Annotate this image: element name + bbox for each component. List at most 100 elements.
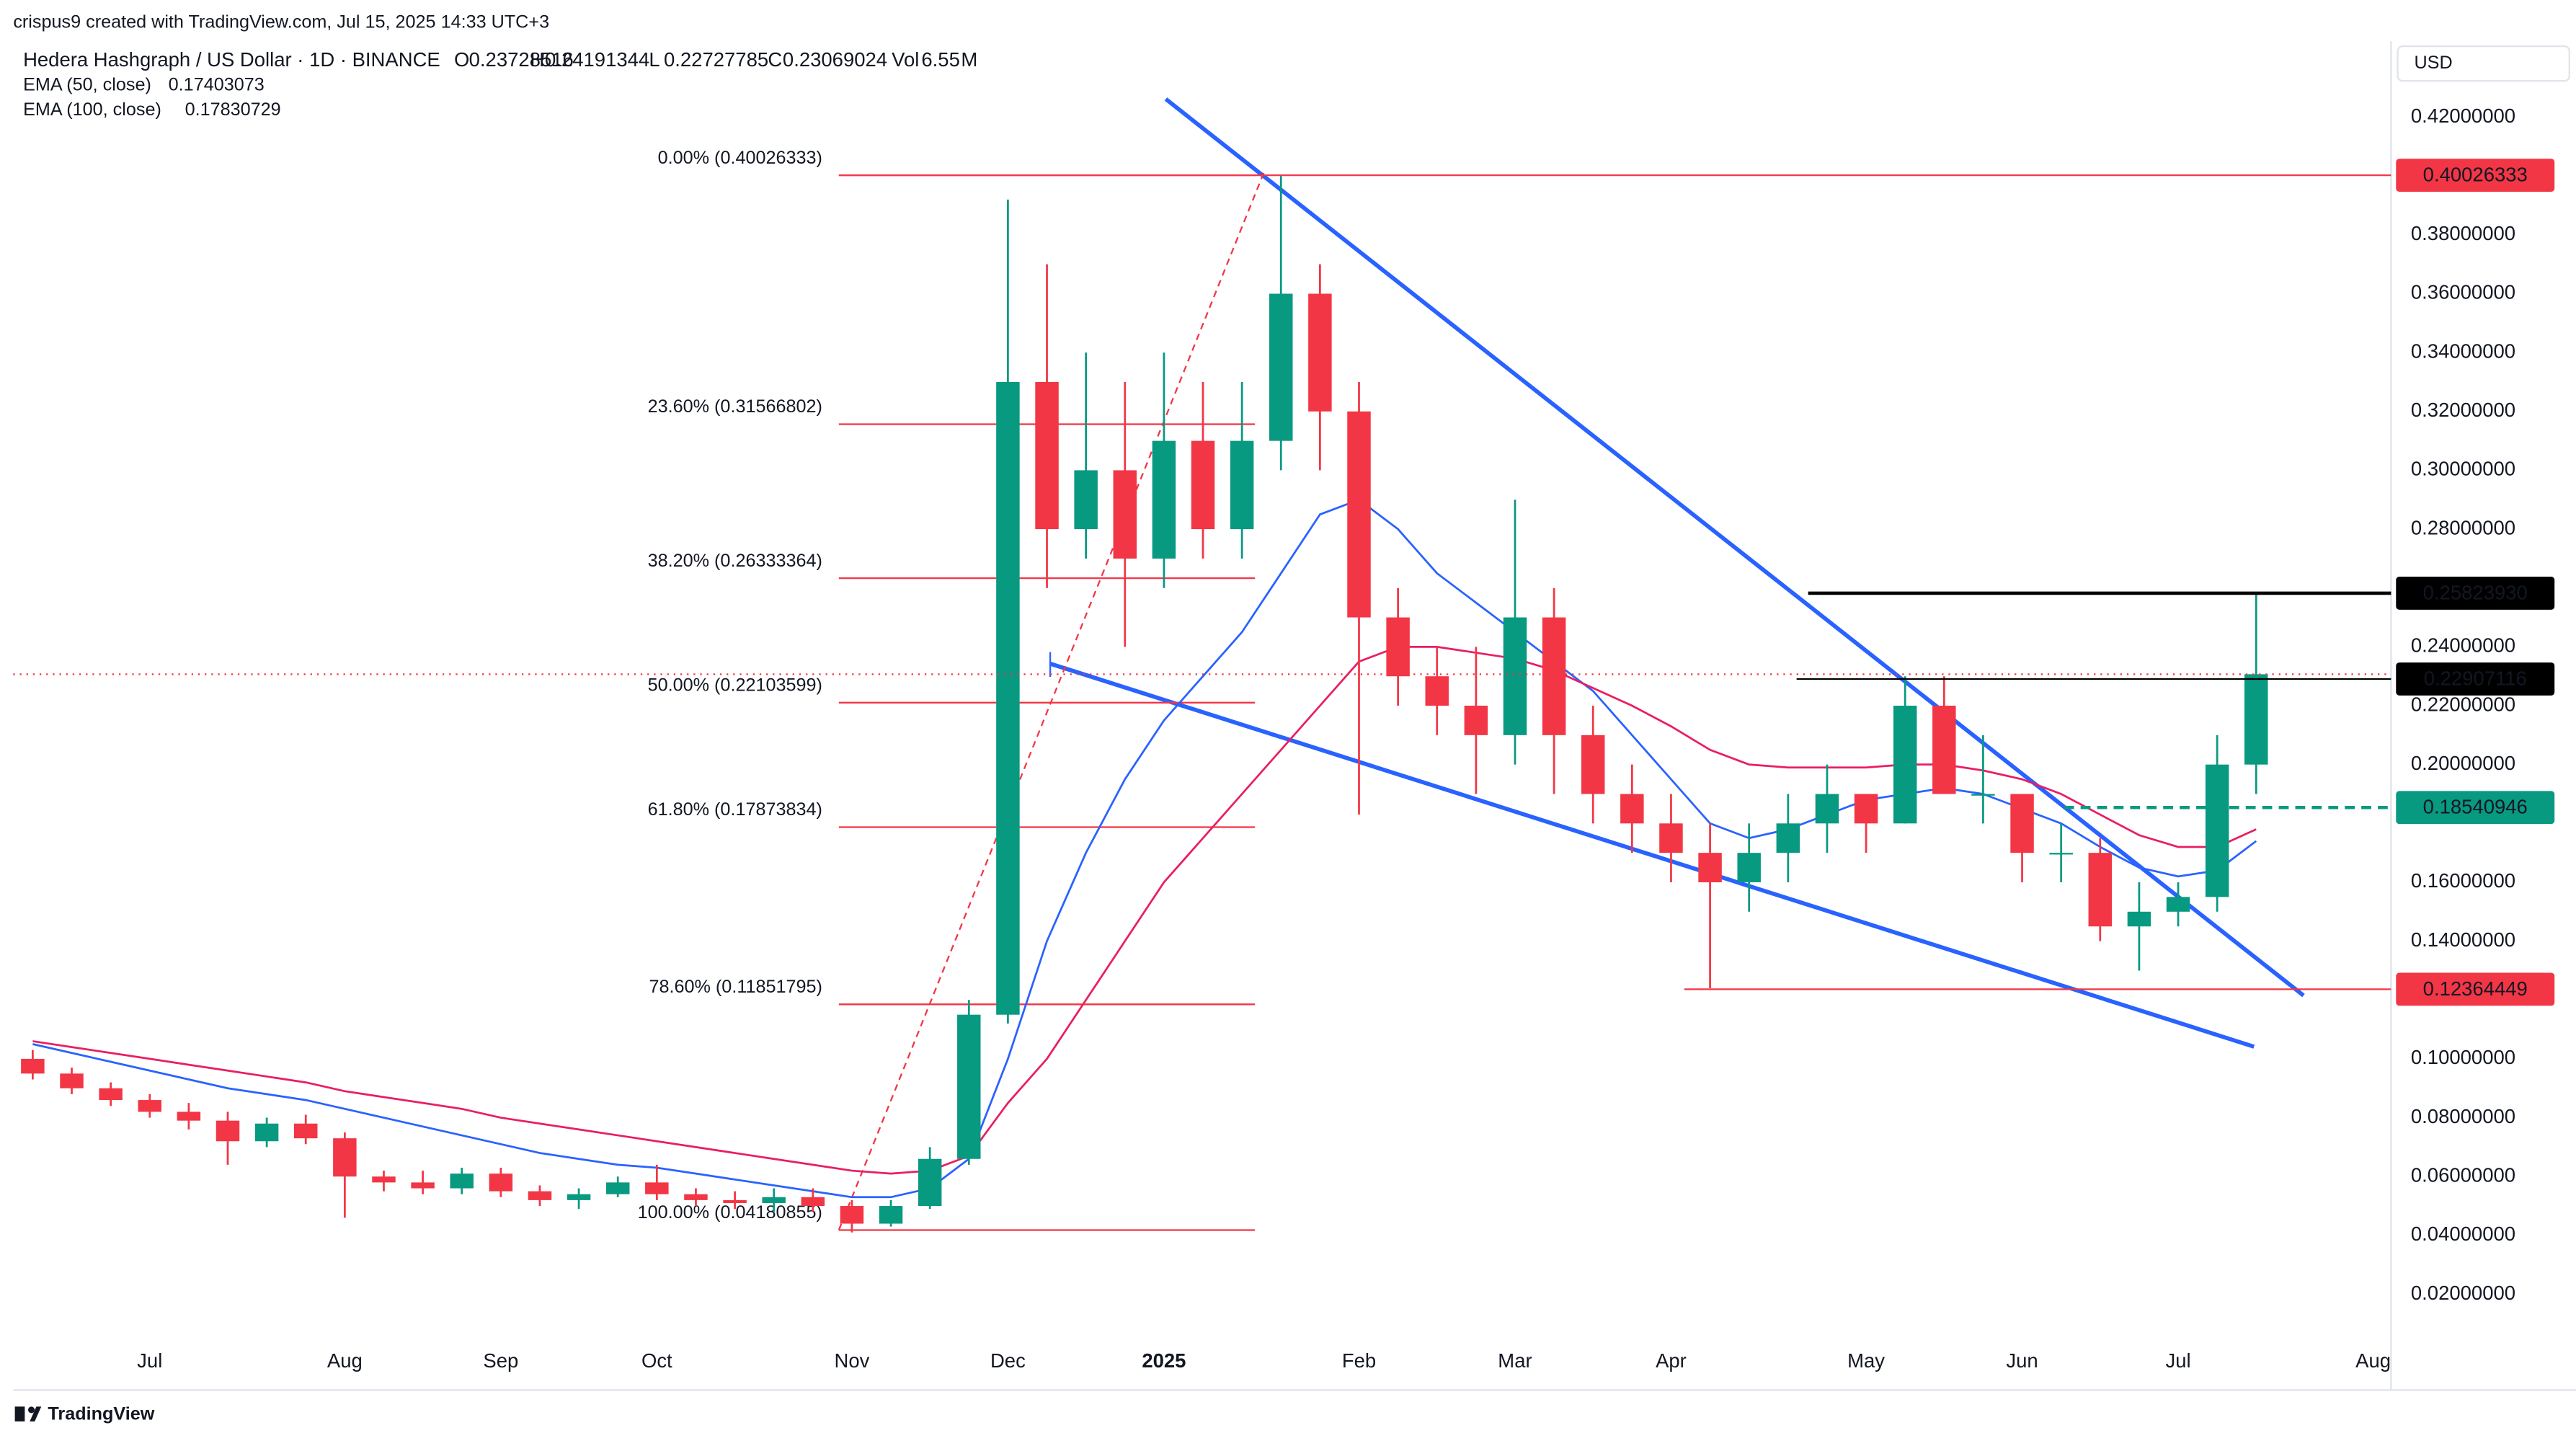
candle-body	[1269, 293, 1293, 441]
candle-body	[138, 1100, 161, 1112]
y-tick-label: 0.36000000	[2411, 281, 2515, 303]
candle-body	[1737, 853, 1761, 882]
level-label: 0.40026333	[2423, 164, 2528, 186]
candle-body	[2010, 794, 2034, 853]
level-badge	[2396, 972, 2555, 1006]
ohlc-value: 0.23069024	[783, 48, 887, 71]
candle-body	[1620, 794, 1644, 824]
candle-body	[1932, 706, 1956, 794]
y-tick-label: 0.42000000	[2411, 105, 2515, 127]
volume-value: 6.55	[921, 48, 959, 71]
candle-body	[1659, 823, 1683, 853]
candle-body	[2049, 853, 2073, 855]
candle-body	[2127, 911, 2151, 927]
candle-body	[254, 1123, 279, 1142]
level-badge	[2396, 577, 2555, 610]
level-label: 0.22907116	[2424, 667, 2527, 689]
candle-body	[1308, 293, 1332, 412]
candle-body	[333, 1138, 357, 1177]
ohlc-value: 0.24191344	[545, 48, 649, 71]
candle-body	[450, 1174, 474, 1189]
x-tick-label: 2025	[1142, 1349, 1186, 1372]
candle-body	[21, 1058, 45, 1074]
watermark: TradingView	[48, 1403, 154, 1424]
legend-value: 0.17403073	[169, 75, 265, 95]
candle-body	[411, 1182, 435, 1189]
x-tick-label: Feb	[1342, 1349, 1376, 1372]
x-tick-label: Jun	[2006, 1349, 2038, 1372]
y-tick-label: 0.24000000	[2411, 634, 2515, 657]
y-tick-label: 0.16000000	[2411, 869, 2515, 892]
legend-name: EMA (50, close)	[23, 75, 151, 95]
level-label: 0.18540946	[2423, 796, 2528, 818]
candle-body	[605, 1182, 630, 1194]
candle-body	[1854, 794, 1878, 824]
level-label: 0.25823930	[2423, 581, 2528, 603]
candle-body	[996, 381, 1020, 1015]
ema-line	[32, 498, 2257, 1199]
y-tick-label: 0.06000000	[2411, 1163, 2515, 1186]
level-badge	[2396, 662, 2555, 696]
currency[interactable]: USD	[2414, 53, 2452, 73]
x-tick-label: Jul	[2165, 1349, 2190, 1372]
candle-body	[1542, 617, 1566, 735]
candle-body	[840, 1206, 864, 1224]
candle-body	[1035, 381, 1059, 530]
x-tick-label: Nov	[834, 1349, 869, 1372]
watermark-logo	[14, 1406, 42, 1421]
ohlc-label: C	[768, 48, 782, 71]
fib-label: 78.60% (0.11851795)	[649, 977, 822, 997]
legend-value: 0.17830729	[185, 99, 281, 120]
candle-body	[684, 1194, 708, 1200]
credit: crispus9 created with TradingView.com, J…	[13, 12, 549, 32]
y-tick-label: 0.02000000	[2411, 1282, 2515, 1304]
candle-body	[489, 1174, 513, 1192]
volume-label: Vol	[892, 48, 919, 71]
level-badge	[2396, 159, 2555, 192]
ohlc-label: H	[530, 48, 544, 71]
x-tick-label: Aug	[327, 1349, 363, 1372]
x-tick-label: Aug	[2355, 1349, 2391, 1372]
trend-line-upper	[1164, 97, 2305, 998]
chart-title: Hedera Hashgraph / US Dollar · 1D · BINA…	[23, 48, 440, 71]
candle-body	[2166, 897, 2190, 912]
fib-label: 100.00% (0.04180855)	[638, 1202, 822, 1223]
trend-line-lower	[1049, 661, 2255, 1049]
volume-unit: M	[961, 48, 977, 71]
fib-label: 38.20% (0.26333364)	[648, 551, 822, 571]
candle-body	[918, 1158, 942, 1207]
candle-body	[1698, 853, 1722, 882]
fib-label: 0.00% (0.40026333)	[658, 148, 822, 168]
x-tick-label: Jul	[137, 1349, 162, 1372]
candle-body	[567, 1194, 591, 1200]
logo-part	[30, 1406, 42, 1421]
fib-label: 50.00% (0.22103599)	[648, 675, 822, 696]
y-tick-label: 0.14000000	[2411, 928, 2515, 951]
candle-body	[293, 1123, 318, 1139]
candle-body	[1386, 617, 1410, 677]
ema-line	[32, 645, 2257, 1175]
candle-body	[879, 1206, 903, 1224]
x-tick-label: Oct	[641, 1349, 672, 1372]
candle-body	[1230, 440, 1254, 530]
candle-body	[723, 1199, 747, 1203]
y-tick-label: 0.22000000	[2411, 693, 2515, 715]
candle-body	[1113, 470, 1137, 559]
x-tick-label: Sep	[483, 1349, 518, 1372]
fib-trend	[838, 169, 1266, 1230]
ohlc-label: L	[649, 48, 659, 71]
candle-body	[2088, 853, 2113, 927]
candle-body	[528, 1191, 552, 1200]
currency-box[interactable]	[2397, 45, 2570, 82]
level-badge	[2396, 791, 2555, 825]
x-tick-label: Apr	[1656, 1349, 1687, 1372]
y-tick-label: 0.38000000	[2411, 222, 2515, 244]
logo-part	[14, 1406, 25, 1421]
x-tick-label: Mar	[1498, 1349, 1532, 1372]
candle-body	[1893, 706, 1917, 824]
candle-body	[1776, 823, 1800, 853]
candle-body	[99, 1088, 123, 1101]
candle-body	[1152, 440, 1176, 559]
candle-body	[1191, 440, 1215, 530]
